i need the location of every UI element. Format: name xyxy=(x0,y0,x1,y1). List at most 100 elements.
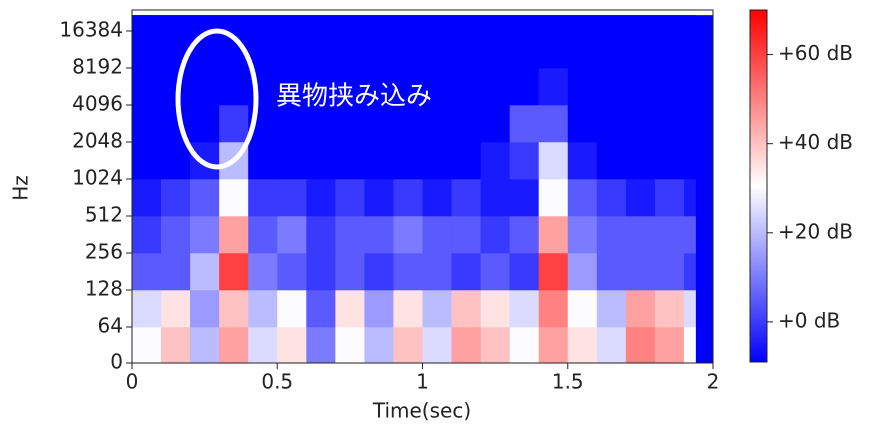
cell xyxy=(654,327,685,364)
colorbar xyxy=(749,9,768,363)
cell xyxy=(480,179,510,217)
cell xyxy=(277,105,307,143)
cell xyxy=(538,327,569,364)
cell xyxy=(422,253,452,291)
cell xyxy=(393,15,423,69)
cell xyxy=(422,327,452,364)
cell xyxy=(335,253,365,291)
cell xyxy=(509,142,539,180)
cell xyxy=(567,142,598,180)
cell xyxy=(596,68,627,106)
cell xyxy=(567,68,598,106)
cell xyxy=(190,105,220,143)
cell xyxy=(306,290,336,328)
cell xyxy=(509,179,539,217)
colorbar-tick-label: +40 dB xyxy=(778,130,853,154)
cell xyxy=(683,105,696,143)
cell xyxy=(654,179,685,217)
x-tick-label: 0 xyxy=(126,370,139,394)
cell xyxy=(335,68,365,106)
cell xyxy=(219,290,249,328)
cell xyxy=(625,327,656,364)
cell xyxy=(190,179,220,217)
cell xyxy=(451,15,481,69)
cell xyxy=(683,142,696,180)
cell xyxy=(364,216,394,254)
x-tick-label: 1 xyxy=(416,370,429,394)
cell xyxy=(219,68,249,106)
y-tick-label: 0 xyxy=(110,350,123,374)
cell xyxy=(306,216,336,254)
cell xyxy=(567,179,598,217)
cell xyxy=(538,68,569,106)
cell xyxy=(335,15,365,69)
cell xyxy=(625,216,656,254)
cell xyxy=(683,179,696,217)
cell xyxy=(132,179,162,217)
cell xyxy=(132,290,162,328)
cell xyxy=(625,68,656,106)
cell xyxy=(480,216,510,254)
highlight-ellipse xyxy=(175,28,259,170)
cell xyxy=(509,216,539,254)
cell xyxy=(161,142,191,180)
cell xyxy=(219,15,249,69)
cell xyxy=(219,327,249,364)
cell xyxy=(248,290,278,328)
cell xyxy=(364,68,394,106)
cell xyxy=(306,327,336,364)
cell xyxy=(132,68,162,106)
cell xyxy=(654,142,685,180)
cell xyxy=(306,142,336,180)
cell xyxy=(509,15,539,69)
cell xyxy=(509,290,539,328)
cell xyxy=(132,216,162,254)
cell xyxy=(248,253,278,291)
cell xyxy=(132,142,162,180)
cell xyxy=(596,216,627,254)
cell xyxy=(422,142,452,180)
y-tick-label: 64 xyxy=(98,314,123,338)
cell xyxy=(277,68,307,106)
cell xyxy=(161,253,191,291)
cell xyxy=(364,15,394,69)
cell xyxy=(306,105,336,143)
cell xyxy=(480,290,510,328)
cell xyxy=(625,253,656,291)
cell xyxy=(190,68,220,106)
cell xyxy=(277,216,307,254)
cell xyxy=(509,327,539,364)
cell xyxy=(451,142,481,180)
cell xyxy=(654,68,685,106)
cell xyxy=(538,105,569,143)
cell xyxy=(364,179,394,217)
cell xyxy=(538,216,569,254)
cell xyxy=(596,327,627,364)
cell xyxy=(335,179,365,217)
cell xyxy=(364,327,394,364)
cell xyxy=(364,105,394,143)
cell xyxy=(219,105,249,143)
cell xyxy=(596,179,627,217)
y-tick-label: 512 xyxy=(85,203,123,227)
cell xyxy=(567,327,598,364)
cell xyxy=(190,290,220,328)
cell xyxy=(509,105,539,143)
y-tick-label: 256 xyxy=(85,240,123,264)
cell xyxy=(538,290,569,328)
cell xyxy=(480,327,510,364)
cell xyxy=(509,68,539,106)
cell xyxy=(538,142,569,180)
cell xyxy=(683,216,696,254)
cell xyxy=(248,327,278,364)
cell xyxy=(422,179,452,217)
cell xyxy=(219,179,249,217)
cell xyxy=(683,290,696,328)
cell xyxy=(306,15,336,69)
cell xyxy=(161,179,191,217)
cell xyxy=(277,327,307,364)
cell xyxy=(277,142,307,180)
cell xyxy=(596,290,627,328)
y-tick-label: 8192 xyxy=(72,55,123,79)
